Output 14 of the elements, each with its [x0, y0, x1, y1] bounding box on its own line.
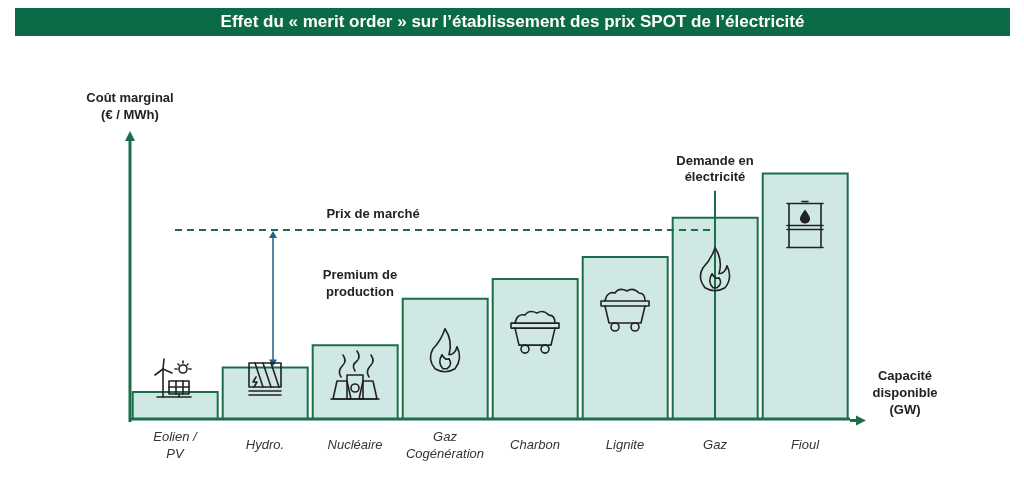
x-axis-title: Capacité disponible (GW) [871, 367, 939, 418]
annotation: Premium de production [321, 266, 399, 300]
ref-line-label: Demande en électricité [676, 152, 754, 184]
x-tick-label: Hydro. [245, 437, 285, 452]
x-tick-label: Lignite [605, 437, 645, 452]
x-tick-label: Nucléaire [327, 437, 383, 452]
x-tick-label: Gaz [703, 437, 728, 452]
x-tick-label: Eolien / PV [153, 429, 199, 461]
chart-title: Effet du « merit order » sur l’établissement des prix SPOT de l’électricité [15, 8, 1010, 36]
y-axis-title: Coût marginal (€ / MWh) [85, 89, 175, 123]
x-tick-label: Charbon [510, 437, 560, 452]
x-tick-label: Fioul [790, 437, 821, 452]
x-tick-label: Gaz Cogénération [405, 429, 485, 461]
ref-line-label: Prix de marché [326, 206, 420, 221]
